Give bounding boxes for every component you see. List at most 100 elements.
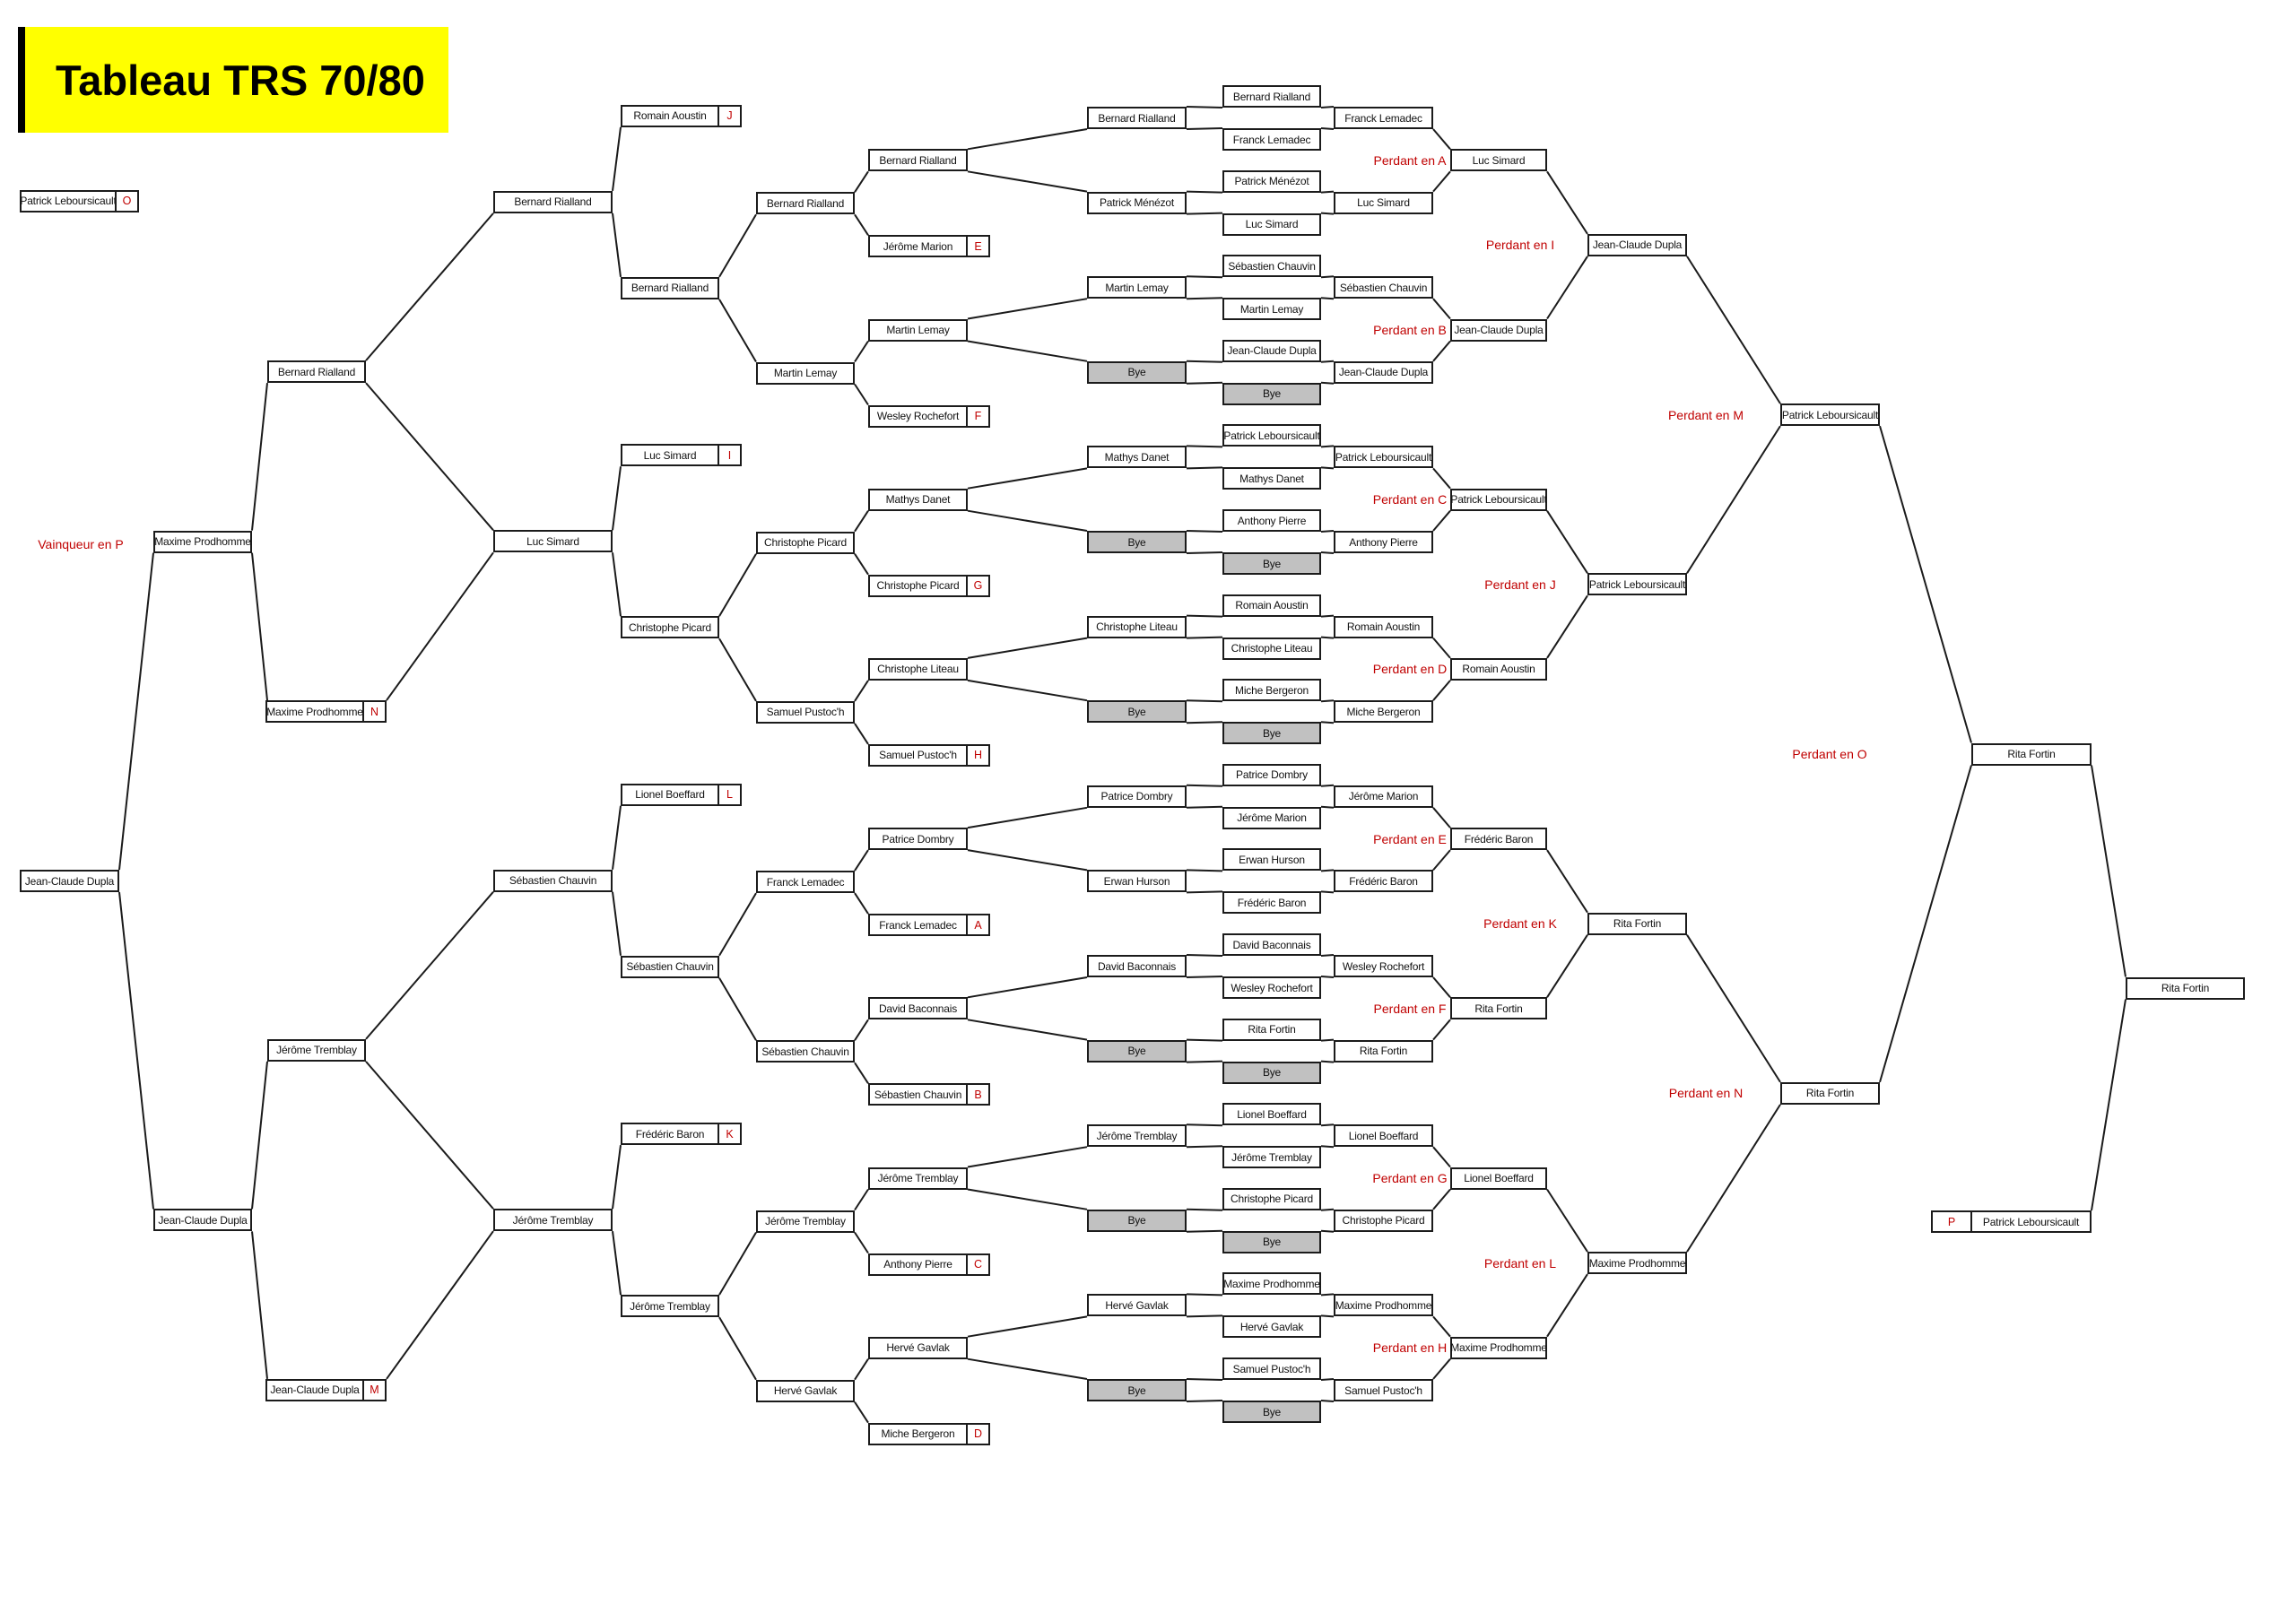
title-accent-bar bbox=[18, 27, 25, 133]
connector-line bbox=[1320, 275, 1335, 279]
connector-line bbox=[1432, 807, 1451, 828]
connector-line bbox=[1320, 360, 1335, 363]
connector-line bbox=[967, 637, 1088, 659]
title-block: Tableau TRS 70/80 bbox=[18, 27, 448, 133]
connector-line bbox=[612, 213, 622, 278]
connector-line bbox=[1320, 212, 1335, 215]
connector-line bbox=[1686, 425, 1781, 574]
connector-line bbox=[1320, 1123, 1335, 1127]
consolation-winner-box: Jean-Claude Dupla bbox=[20, 870, 119, 892]
connector-line bbox=[1546, 256, 1588, 320]
pair-slot: Miche Bergeron bbox=[1222, 679, 1321, 702]
r2-box: Romain Aoustin bbox=[1450, 657, 1547, 681]
connector-line bbox=[1186, 1314, 1223, 1318]
r1-box: Christophe Picard bbox=[1334, 1209, 1433, 1232]
consolation-r2-box: Samuel Pustoc'h bbox=[756, 700, 855, 724]
r1-box: Miche Bergeron bbox=[1334, 700, 1433, 724]
r2-box: Jean-Claude Dupla bbox=[1450, 318, 1547, 342]
feeder-box: Bernard Rialland bbox=[1087, 107, 1187, 129]
pair-slot: Frédéric Baron bbox=[1222, 891, 1321, 915]
connector-line bbox=[1432, 976, 1451, 998]
pair-slot: Erwan Hurson bbox=[1222, 848, 1321, 872]
bye-box: Bye bbox=[1222, 1230, 1321, 1253]
connector-line bbox=[854, 1401, 869, 1424]
connector-line bbox=[967, 1188, 1088, 1210]
connector-line bbox=[1186, 1229, 1223, 1233]
connector-line bbox=[854, 170, 869, 193]
pair-slot: Romain Aoustin bbox=[1222, 594, 1321, 617]
connector-line bbox=[1186, 212, 1223, 215]
connector-line bbox=[1320, 976, 1335, 978]
connector-line bbox=[1186, 466, 1223, 470]
connector-line bbox=[967, 467, 1088, 490]
connector-line bbox=[612, 552, 622, 617]
bye-box: Bye bbox=[1222, 1401, 1321, 1423]
pair-slot: Luc Simard bbox=[1222, 213, 1321, 236]
connector-line bbox=[1546, 1273, 1588, 1338]
champion-box: Rita Fortin bbox=[2126, 976, 2245, 1000]
connector-line bbox=[967, 849, 1088, 872]
entrant-box: Maxime Prodhomme bbox=[265, 700, 364, 724]
loser-label: Perdant en B bbox=[1373, 323, 1447, 337]
r3-box: Patrick Leboursicault bbox=[1587, 573, 1687, 596]
consolation-r1-box: Christophe Liteau bbox=[868, 657, 968, 681]
connector-line bbox=[1320, 127, 1335, 130]
vainqueur-label: Vainqueur en P bbox=[38, 537, 124, 551]
connector-line bbox=[967, 1019, 1088, 1041]
second-place-letter-cell: P bbox=[1931, 1210, 1972, 1233]
consolation-r1-box: Patrice Dombry bbox=[868, 828, 968, 851]
connector-line bbox=[251, 552, 268, 701]
r2-box: Rita Fortin bbox=[1450, 997, 1547, 1020]
connector-line bbox=[118, 891, 154, 1210]
connector-line bbox=[854, 213, 869, 236]
connector-line bbox=[365, 1061, 494, 1210]
connector-line bbox=[118, 552, 154, 871]
entrant-box: Romain Aoustin bbox=[621, 104, 719, 127]
loser-label: Perdant en D bbox=[1372, 662, 1448, 677]
connector-line bbox=[1186, 1145, 1223, 1149]
connector-line bbox=[1320, 614, 1335, 618]
connector-line bbox=[1320, 106, 1335, 108]
connector-line bbox=[1320, 784, 1335, 787]
consolation-r3-box: Christophe Picard bbox=[621, 616, 719, 639]
loser-label: Perdant en C bbox=[1372, 492, 1448, 507]
connector-line bbox=[1186, 551, 1223, 554]
entrant-box: Miche Bergeron bbox=[868, 1422, 968, 1445]
connector-line bbox=[612, 805, 622, 870]
consolation-r1-box: Bernard Rialland bbox=[868, 149, 968, 172]
connector-line bbox=[1546, 594, 1588, 659]
connector-line bbox=[967, 128, 1088, 151]
loser-label: Perdant en L bbox=[1483, 1255, 1557, 1271]
loser-label: Perdant en M bbox=[1667, 407, 1744, 422]
connector-line bbox=[967, 298, 1088, 320]
connector-line bbox=[1686, 1104, 1781, 1253]
connector-line bbox=[386, 551, 494, 701]
connector-line bbox=[718, 1316, 757, 1381]
connector-line bbox=[1432, 1146, 1451, 1168]
connector-line bbox=[1320, 954, 1335, 957]
connector-line bbox=[1186, 805, 1223, 809]
connector-line bbox=[1320, 890, 1335, 894]
connector-line bbox=[1320, 1038, 1335, 1042]
connector-line bbox=[1186, 360, 1223, 363]
title-box: Tableau TRS 70/80 bbox=[25, 27, 448, 133]
letter-cell: G bbox=[966, 574, 990, 597]
pair-slot: Anthony Pierre bbox=[1222, 509, 1321, 532]
r1-box: Wesley Rochefort bbox=[1334, 955, 1433, 977]
r1-box: Jean-Claude Dupla bbox=[1334, 360, 1433, 384]
connector-line bbox=[1320, 1293, 1335, 1297]
connector-line bbox=[1320, 805, 1335, 809]
connector-line bbox=[967, 340, 1088, 362]
entrant-box: Franck Lemadec bbox=[868, 914, 968, 937]
r1-box: Anthony Pierre bbox=[1334, 531, 1433, 553]
connector-line bbox=[1546, 1188, 1588, 1253]
pair-slot: Patrick Ménézot bbox=[1222, 169, 1321, 193]
connector-line bbox=[1186, 976, 1223, 978]
consolation-r2-box: Sébastien Chauvin bbox=[756, 1040, 855, 1063]
r2-box: Lionel Boeffard bbox=[1450, 1167, 1547, 1190]
connector-line bbox=[1432, 128, 1451, 150]
r1-box: Maxime Prodhomme bbox=[1334, 1294, 1433, 1317]
connector-line bbox=[1186, 1038, 1223, 1042]
connector-line bbox=[612, 891, 622, 956]
